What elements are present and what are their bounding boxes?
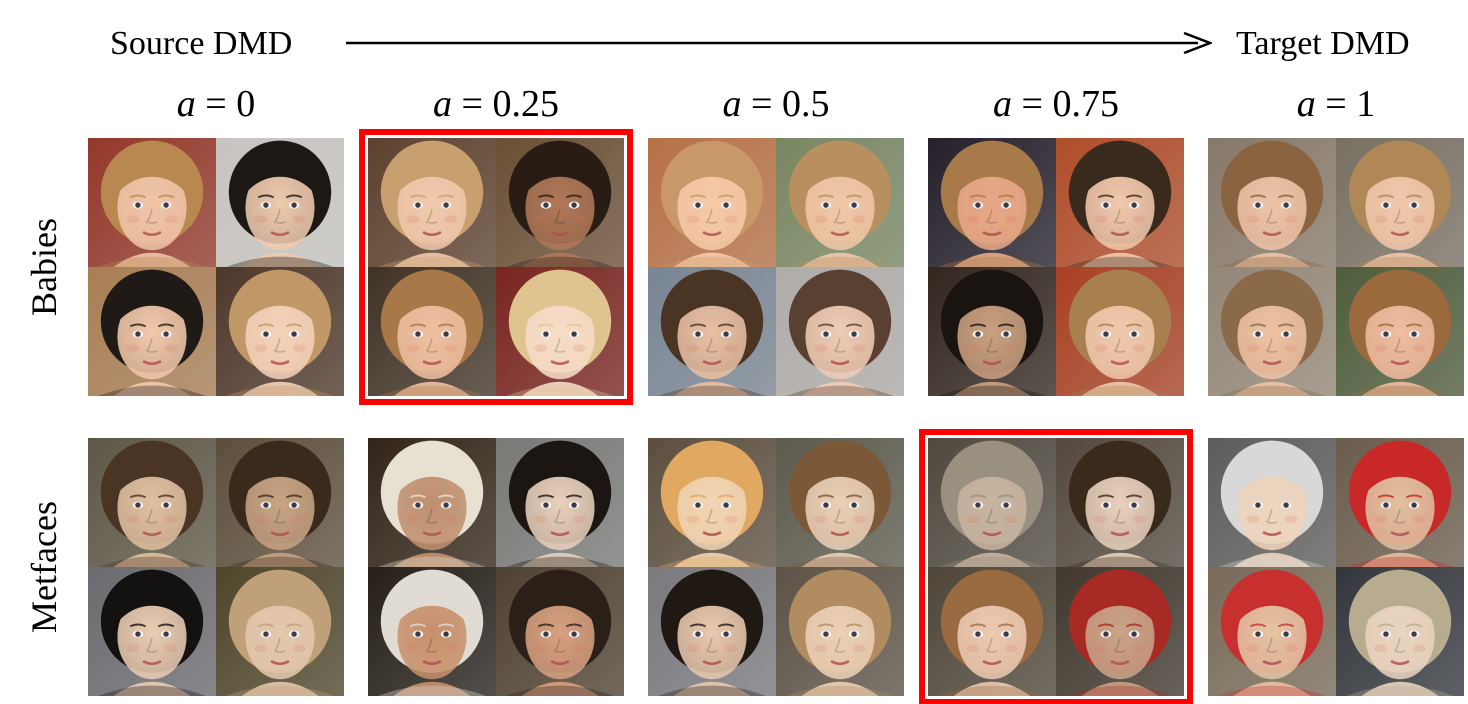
face-image [1208,438,1336,567]
face-image [368,267,496,396]
face-image [216,138,344,267]
face-image [776,138,904,267]
face-image [216,567,344,696]
face-image [496,138,624,267]
source-dmd-label: Source DMD [110,25,293,62]
face-image [216,267,344,396]
face-image [648,138,776,267]
face-image [648,567,776,696]
a-value: 0.25 [492,83,559,125]
face-image [1336,138,1464,267]
face-image [928,567,1056,696]
equals-sign: = [1012,83,1053,125]
face-image [496,438,624,567]
face-image [776,567,904,696]
face-image [368,138,496,267]
equals-sign: = [1315,83,1357,125]
face-image [1208,267,1336,396]
face-image [1336,567,1464,696]
a-value: 0 [236,83,256,125]
sample-tile-metfaces-4 [1208,438,1464,696]
face-image [88,267,216,396]
right-arrow-icon [346,31,1212,55]
sample-tile-metfaces-1 [368,438,624,696]
face-image [1208,138,1336,267]
equals-sign: = [195,83,237,125]
sample-tile-babies-2 [648,138,904,396]
column-label-2: a = 0.5 [648,82,904,126]
equals-sign: = [452,83,493,125]
face-image [928,267,1056,396]
variable-a: a [1296,83,1316,125]
equals-sign: = [741,83,782,125]
a-value: 1 [1356,83,1376,125]
target-dmd-label: Target DMD [1236,25,1410,62]
face-image [928,438,1056,567]
variable-a: a [176,83,196,125]
face-image [1208,567,1336,696]
column-label-1: a = 0.25 [368,82,624,126]
face-image [776,438,904,567]
sample-tile-metfaces-0 [88,438,344,696]
face-image [88,567,216,696]
column-label-0: a = 0 [88,82,344,126]
face-image [776,267,904,396]
face-image [368,567,496,696]
sample-tile-metfaces-3-highlighted [919,429,1193,704]
a-value: 0.5 [781,83,830,125]
column-label-3: a = 0.75 [928,82,1184,126]
sample-tile-metfaces-2 [648,438,904,696]
face-image [88,138,216,267]
face-image [1056,438,1184,567]
sample-tile-babies-1-highlighted [359,129,633,405]
row-label-babies: Babies [24,218,64,316]
variable-a: a [993,83,1013,125]
face-image [1056,138,1184,267]
face-image [1336,438,1464,567]
face-image [648,438,776,567]
face-image [928,138,1056,267]
face-image [496,567,624,696]
face-image [368,438,496,567]
column-label-4: a = 1 [1208,82,1464,126]
face-image [496,267,624,396]
variable-a: a [722,83,742,125]
row-label-metfaces: Metfaces [24,501,64,633]
variable-a: a [433,83,453,125]
a-value: 0.75 [1052,83,1119,125]
face-image [1056,267,1184,396]
face-image [88,438,216,567]
sample-tile-babies-3 [928,138,1184,396]
face-image [216,438,344,567]
sample-tile-babies-0 [88,138,344,396]
sample-tile-babies-4 [1208,138,1464,396]
face-image [648,267,776,396]
face-image [1056,567,1184,696]
face-image [1336,267,1464,396]
